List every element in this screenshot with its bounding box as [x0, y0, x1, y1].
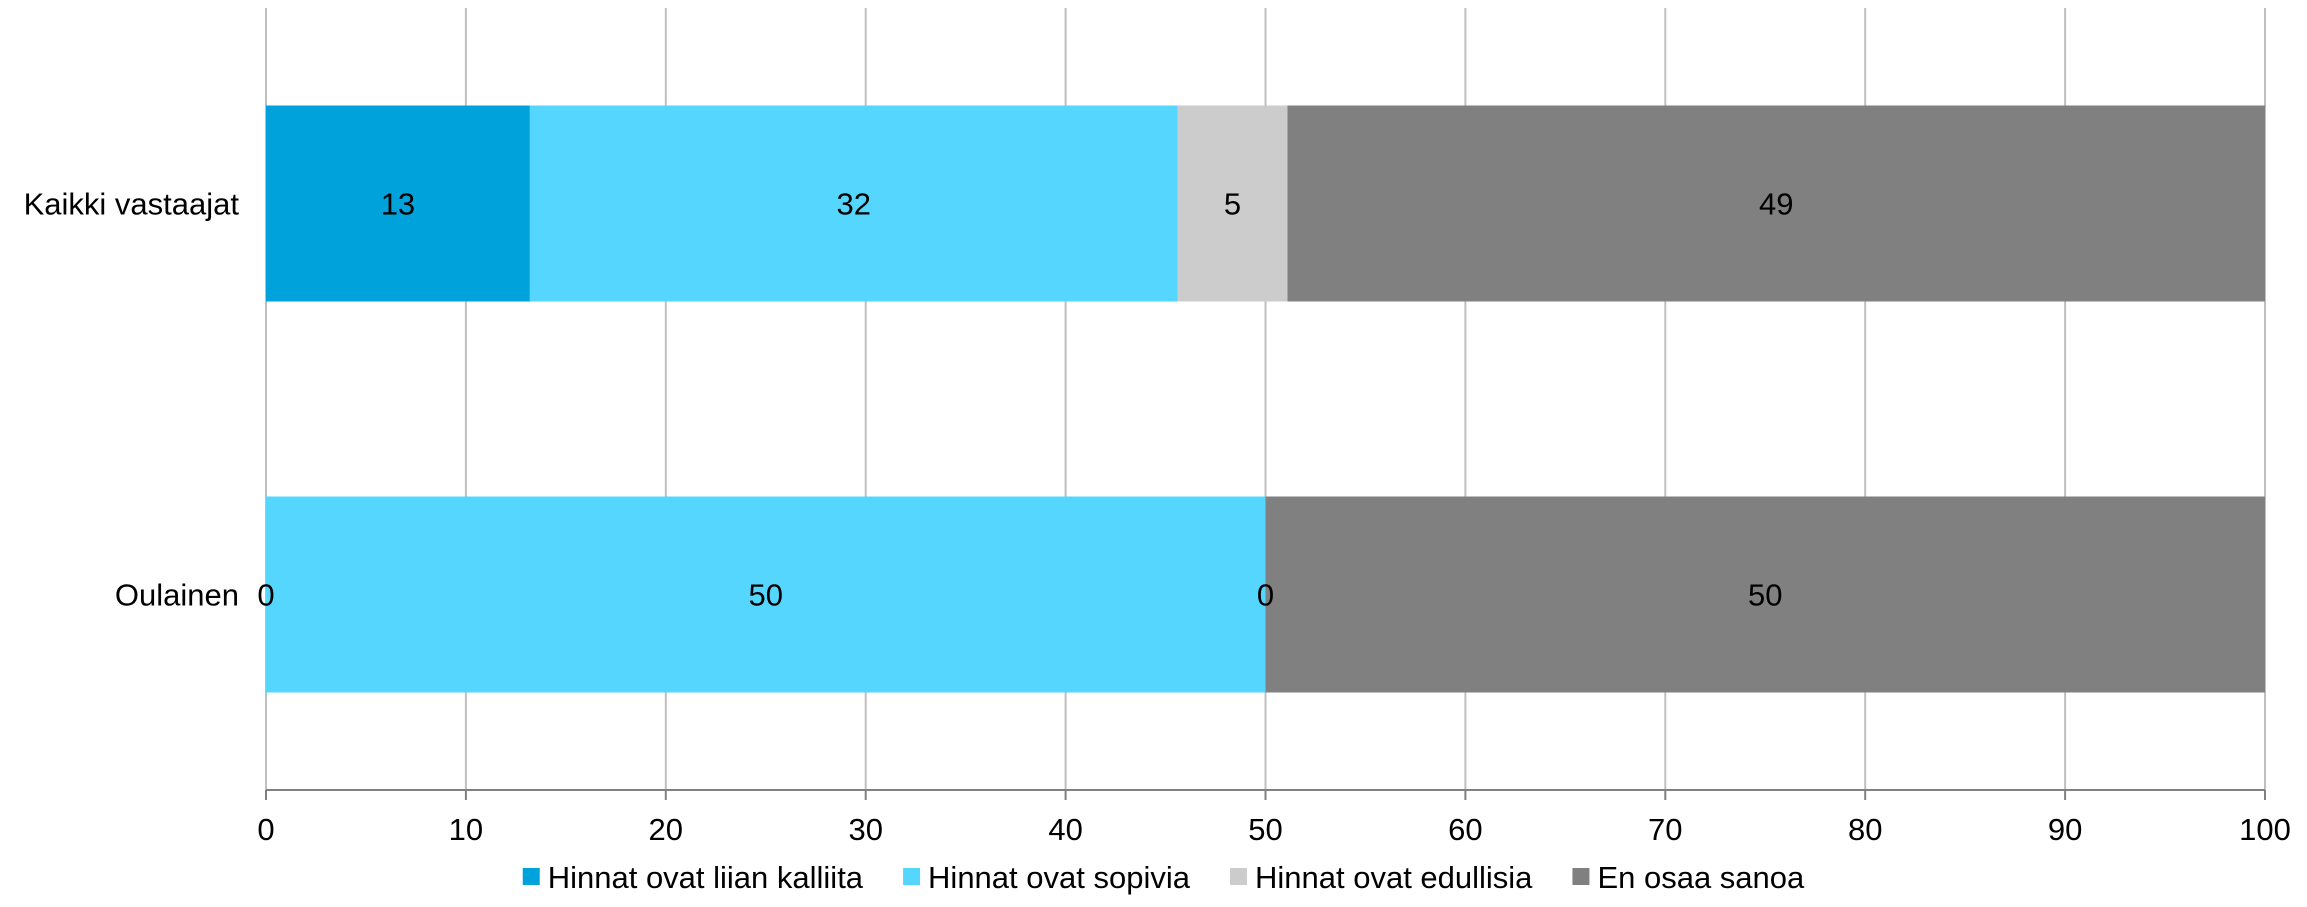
- legend-item: En osaa sanoa: [1572, 860, 1805, 895]
- x-tick-label: 40: [1048, 812, 1082, 847]
- x-tick-label: 100: [2239, 812, 2291, 847]
- legend-label: Hinnat ovat sopivia: [928, 860, 1191, 895]
- bar-segment: [1177, 105, 1288, 302]
- bar-segment: [266, 105, 530, 302]
- legend-swatch: [1229, 868, 1247, 885]
- legend-label: En osaa sanoa: [1597, 860, 1805, 895]
- bar-segment: [266, 496, 1266, 693]
- data-label: 50: [1748, 578, 1782, 613]
- data-labels: 13 32 5 49 0 50 0 50: [257, 187, 1793, 613]
- data-label: 13: [381, 187, 415, 222]
- category-label: Kaikki vastaajat: [24, 187, 240, 222]
- x-tick-label: 90: [2048, 812, 2082, 847]
- bar-segment: [1287, 105, 2265, 302]
- x-tick-label: 20: [649, 812, 683, 847]
- data-label: 0: [1257, 578, 1274, 613]
- data-label: 5: [1224, 187, 1241, 222]
- legend-swatch: [1572, 868, 1590, 885]
- x-tick-label: 10: [449, 812, 483, 847]
- data-label: 0: [257, 578, 274, 613]
- legend: Hinnat ovat liian kalliita Hinnat ovat so…: [522, 860, 1805, 895]
- x-tick-label: 50: [1248, 812, 1282, 847]
- legend-item: Hinnat ovat edullisia: [1229, 860, 1533, 895]
- legend-item: Hinnat ovat sopivia: [903, 860, 1191, 895]
- x-tick-label: 30: [848, 812, 882, 847]
- bar-segment: [1265, 496, 2265, 693]
- legend-label: Hinnat ovat edullisia: [1255, 860, 1533, 895]
- legend-swatch: [903, 868, 921, 885]
- data-label: 32: [836, 187, 870, 222]
- x-tick-label: 80: [1848, 812, 1882, 847]
- category-label: Oulainen: [115, 578, 239, 613]
- x-tick-label: 0: [257, 812, 274, 847]
- data-label: 50: [749, 578, 783, 613]
- category-labels: Kaikki vastaajat Oulainen: [24, 187, 240, 613]
- bars: [266, 105, 2265, 693]
- x-axis: 0 10 20 30 40 50 60 70 80 90 100: [257, 789, 2291, 847]
- legend-swatch: [522, 868, 540, 885]
- bar-segment: [529, 105, 1178, 302]
- legend-item: Hinnat ovat liian kalliita: [522, 860, 864, 895]
- data-label: 49: [1759, 187, 1793, 222]
- x-tick-label: 70: [1648, 812, 1682, 847]
- x-tick-label: 60: [1448, 812, 1482, 847]
- legend-label: Hinnat ovat liian kalliita: [548, 860, 864, 895]
